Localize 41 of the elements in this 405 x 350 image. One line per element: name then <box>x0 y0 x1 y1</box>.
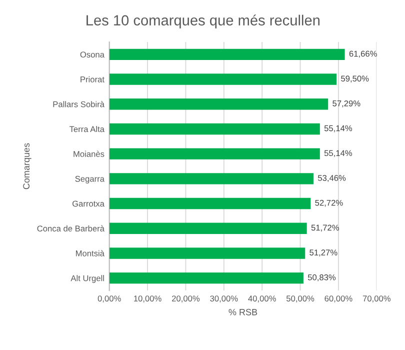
x-tick-label: 20,00% <box>172 296 200 302</box>
x-tick-label: 60,00% <box>324 296 352 302</box>
bar <box>109 272 304 284</box>
y-tick-label: Alt Urgell <box>70 275 104 283</box>
data-label: 55,14% <box>324 150 352 158</box>
x-tick-label: 50,00% <box>286 296 314 302</box>
bar <box>109 248 306 259</box>
data-label: 59,50% <box>341 76 369 82</box>
bar <box>109 98 328 110</box>
y-tick-label: Moianès <box>74 150 104 157</box>
chart-title: Les 10 comarques que més recullen <box>86 14 320 28</box>
data-label: 50,83% <box>308 274 336 282</box>
bar <box>109 123 320 135</box>
x-tick-label: 70,00% <box>362 296 390 302</box>
x-tick-label: 40,00% <box>248 296 276 302</box>
bar <box>109 148 320 160</box>
bar <box>109 74 337 85</box>
x-axis-title: % RSB <box>228 308 258 316</box>
bar <box>109 173 314 184</box>
x-tick-label: 10,00% <box>134 296 162 302</box>
y-tick-label: Conca de Barberà <box>37 225 104 232</box>
y-axis-title: Comarques <box>23 143 32 190</box>
x-tick-label: 30,00% <box>210 296 238 302</box>
data-label: 51,72% <box>311 224 339 232</box>
data-label: 57,29% <box>332 100 360 108</box>
y-tick-label: Priorat <box>80 76 104 82</box>
y-tick-label: Montsià <box>76 250 104 256</box>
y-tick-label: Pallars Sobirà <box>53 101 104 108</box>
data-label: 52,72% <box>315 200 343 207</box>
bar <box>109 198 311 210</box>
x-tick-label: 0,00% <box>98 296 121 302</box>
y-tick-label: Garrotxa <box>72 200 104 207</box>
y-tick-label: Osona <box>80 52 104 58</box>
data-label: 61,66% <box>349 50 377 58</box>
data-label: 53,46% <box>318 175 346 182</box>
data-label: 55,14% <box>324 125 352 132</box>
bar <box>109 48 345 60</box>
data-label: 51,27% <box>310 250 338 256</box>
y-tick-label: Segarra <box>75 176 104 184</box>
y-tick-label: Terra Alta <box>69 126 104 132</box>
bar <box>109 222 307 234</box>
